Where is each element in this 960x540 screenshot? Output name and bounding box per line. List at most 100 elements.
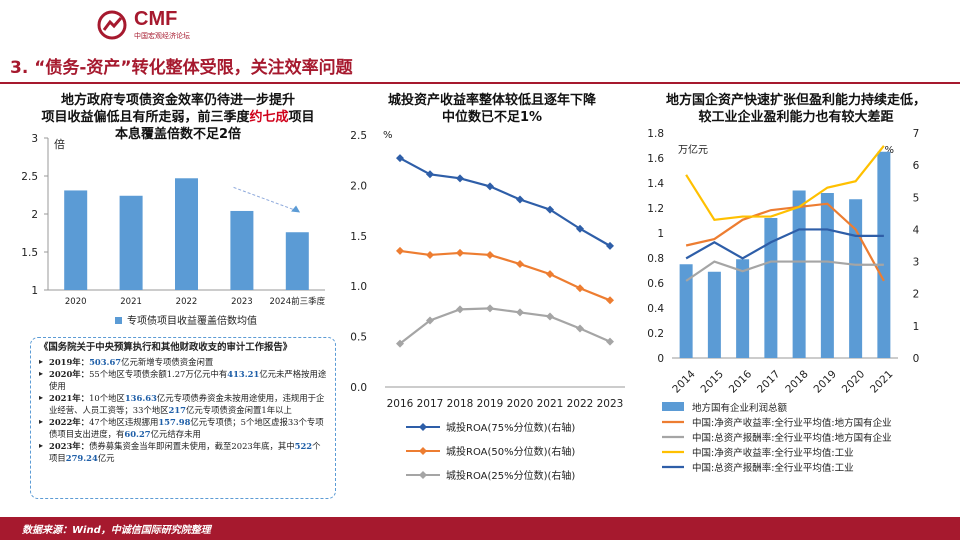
section-title: 3. “债务-资产”转化整体受限，关注效率问题 xyxy=(10,58,353,78)
notes-text: 55个地区专项债余额1.27万亿元中有 xyxy=(89,369,228,379)
y-tick-label: 2 xyxy=(31,209,38,221)
chart2-title: 城投资产收益率整体较低且逐年下降 中位数已不足1% xyxy=(352,92,632,126)
series-point xyxy=(426,316,434,325)
notes-item: ▸ 2019年：503.67亿元新增专项债资金闲置 xyxy=(39,356,327,368)
logo-subtitle: 中国宏观经济论坛 xyxy=(134,32,190,40)
chart1-title-line1: 地方政府专项债资金效率仍待进一步提升 xyxy=(60,93,295,108)
bar xyxy=(679,264,693,358)
notes-item: ▸ 2023年：债券募集资金当年即闲置未使用，截至2023年底，其中522个项目2… xyxy=(39,440,327,464)
x-tick-label: 2023 xyxy=(231,297,253,307)
series-point xyxy=(576,324,584,333)
series-point xyxy=(516,308,524,317)
notes-item-text: 2022年：47个地区违规挪用157.98亿元专项债；5个地区虚报33个专项债项… xyxy=(49,416,327,440)
x-tick-label: 2019 xyxy=(477,398,504,410)
y-tick-label: 0.0 xyxy=(350,382,367,394)
logo-text: CMF xyxy=(134,8,178,30)
series-point xyxy=(486,250,494,259)
chart1-title: 地方政府专项债资金效率仍待进一步提升 项目收益偏低且有所走弱，前三季度约七成项目… xyxy=(20,92,336,143)
legend-label: 城投ROA(25%分位数)(右轴) xyxy=(446,469,575,482)
series-point xyxy=(606,296,614,305)
series-point xyxy=(546,270,554,279)
x-tick-label: 2020 xyxy=(507,398,534,410)
y-right-tick-label: 4 xyxy=(913,224,920,236)
cmf-logo: CMF 中国宏观经济论坛 xyxy=(96,8,206,42)
legend-swatch xyxy=(662,402,684,411)
notes-item-year: 2022年： xyxy=(49,417,90,427)
series-line xyxy=(685,145,885,221)
notes-text: 亿元新增专项债资金闲置 xyxy=(121,357,214,367)
y-left-tick-label: 0.6 xyxy=(647,278,664,290)
series-point xyxy=(456,174,464,183)
legend-swatch xyxy=(115,317,122,324)
y-right-tick-label: 2 xyxy=(913,289,920,301)
y-right-tick-label: 6 xyxy=(913,160,920,172)
series-line xyxy=(685,202,885,282)
chart2-title-line1: 城投资产收益率整体较低且逐年下降 xyxy=(387,93,596,108)
y-tick-label: 0.5 xyxy=(350,332,367,344)
y-left-tick-label: 1.2 xyxy=(647,203,664,215)
legend-marker-icon xyxy=(419,447,427,455)
series-point xyxy=(396,246,404,255)
bar xyxy=(175,178,198,290)
notes-item-text: 2020年：55个地区专项债余额1.27万亿元中有413.21亿元未严格按用途使… xyxy=(49,368,327,392)
y-right-tick-label: 1 xyxy=(913,321,920,333)
series-point xyxy=(606,241,614,250)
x-tick-label: 2023 xyxy=(597,398,624,410)
x-tick-label: 2021 xyxy=(537,398,564,410)
legend-marker-icon xyxy=(419,471,427,479)
series-point xyxy=(546,312,554,321)
y-left-tick-label: 1 xyxy=(657,228,664,240)
notes-text: 债券募集资金当年即闲置未使用，截至2023年底，其中 xyxy=(89,441,295,451)
series-point xyxy=(396,339,404,348)
series-line xyxy=(399,249,611,302)
bar xyxy=(849,199,863,358)
bar xyxy=(764,218,778,358)
notes-item-year: 2021年： xyxy=(49,393,90,403)
notes-item: ▸ 2021年：10个地区136.63亿元专项债券资金未按用途使用，违规用于企业经… xyxy=(39,392,327,416)
series-point xyxy=(396,154,404,163)
y-tick-label: 2.0 xyxy=(350,180,367,192)
series-line xyxy=(399,157,611,247)
x-tick-label: 2017 xyxy=(417,398,444,410)
y-left-tick-label: 0.4 xyxy=(647,303,664,315)
legend-label: 中国:净资产收益率:全行业平均值:地方国有企业 xyxy=(692,417,892,429)
legend-label: 城投ROA(50%分位数)(右轴) xyxy=(446,445,575,458)
notes-number: 136.63 xyxy=(124,393,157,403)
x-tick-label: 2022 xyxy=(567,398,594,410)
data-source: 数据来源：Wind，中诚信国际研究院整理 xyxy=(22,525,211,536)
x-tick-label: 2016 xyxy=(387,398,414,410)
trend-arrow-line xyxy=(233,186,297,211)
series-point xyxy=(516,195,524,204)
legend-label: 城投ROA(75%分位数)(右轴) xyxy=(446,421,575,434)
legend-label: 中国:总资产报酬率:全行业平均值:工业 xyxy=(692,462,854,474)
x-tick-label: 2020 xyxy=(840,368,867,395)
bar xyxy=(877,151,891,358)
y-left-tick-label: 0 xyxy=(657,353,664,365)
notes-text: 亿元专项债资金闲置1年以上 xyxy=(186,405,292,415)
y-axis-unit: % xyxy=(383,130,393,141)
y-right-tick-label: 5 xyxy=(913,192,920,204)
chart1-title-line3: 本息覆盖倍数不足2倍 xyxy=(114,127,242,142)
bar xyxy=(820,193,834,358)
notes-text: 亿元专项债；5个地区虚报33个专项债项目支出进度，有 xyxy=(49,417,324,439)
bullet-icon: ▸ xyxy=(39,357,44,366)
notes-number: 60.27 xyxy=(124,429,151,439)
notes-text: 亿元专项债券资金未按用途使用，违规用于企业经营、人员工资等；33个地区 xyxy=(49,393,325,415)
y-left-tick-label: 0.8 xyxy=(647,253,664,265)
legend-label: 地方国有企业利润总额 xyxy=(692,402,788,414)
notes-text: 10个地区 xyxy=(89,393,125,403)
notes-title: 《国务院关于中央预算执行和其他财政收支的审计工作报告》 xyxy=(39,342,293,353)
notes-item-text: 2019年：503.67亿元新增专项债资金闲置 xyxy=(49,356,213,368)
notes-item-year: 2019年： xyxy=(49,357,90,367)
notes-number: 279.24 xyxy=(65,453,98,463)
y-tick-label: 3 xyxy=(31,133,38,145)
bullet-icon: ▸ xyxy=(39,441,44,450)
notes-number: 217 xyxy=(168,405,187,415)
y-tick-label: 1.5 xyxy=(350,231,367,243)
y-tick-label: 2.5 xyxy=(21,171,38,183)
notes-text: 亿元结存未用 xyxy=(150,429,201,439)
notes-item-year: 2023年： xyxy=(49,441,90,451)
bar xyxy=(119,195,143,290)
y-left-axis-unit: 万亿元 xyxy=(678,143,708,156)
notes-number: 157.98 xyxy=(158,417,191,427)
